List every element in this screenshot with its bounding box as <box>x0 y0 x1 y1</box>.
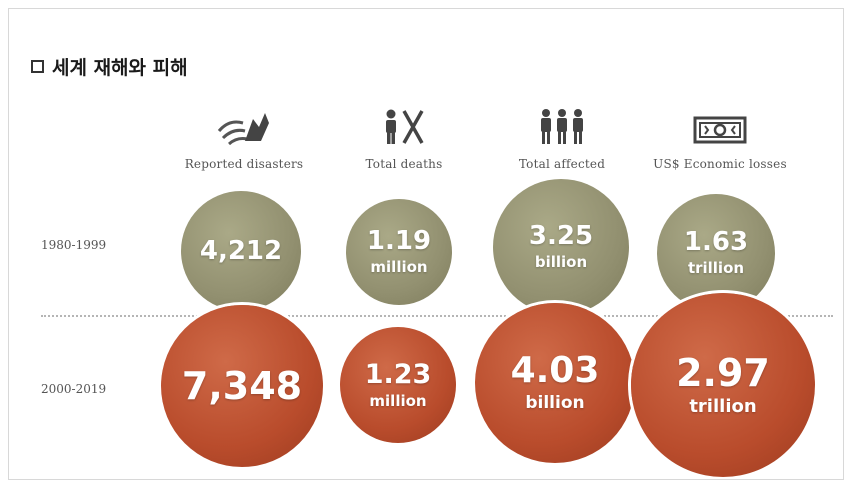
column-label: Total affected <box>518 157 606 171</box>
bubble-2000-2019-total-deaths: 1.23 million <box>340 327 456 443</box>
bubble-value: 1.63 <box>683 227 749 257</box>
column-header-total-deaths: Total deaths <box>329 105 479 171</box>
bubble-unit: trillion <box>689 395 757 417</box>
bubble-2000-2019-reported-disasters: 7,348 <box>161 305 323 467</box>
column-label: Reported disasters <box>184 157 304 171</box>
bubble-value: 1.23 <box>364 358 432 390</box>
bubble-2000-2019-economic-losses: 2.97 trillion <box>631 293 815 477</box>
row-label-1980-1999: 1980-1999 <box>41 238 107 252</box>
column-header-reported-disasters: Reported disasters <box>169 105 319 171</box>
bubble-unit: trillion <box>687 259 745 277</box>
bubble-value: 4.03 <box>510 350 600 391</box>
bubble-value: 2.97 <box>676 350 770 395</box>
banknote-icon <box>645 105 795 145</box>
people-group-icon <box>487 105 637 145</box>
wind-storm-icon <box>169 105 319 145</box>
column-header-economic-losses: US$ Economic losses <box>645 105 795 171</box>
person-cross-icon <box>329 105 479 145</box>
bubble-1980-1999-reported-disasters: 4,212 <box>181 191 301 311</box>
row-label-2000-2019: 2000-2019 <box>41 382 107 396</box>
infographic-title: 세계 재해와 피해 <box>31 53 188 80</box>
bubble-1980-1999-economic-losses: 1.63 trillion <box>657 194 775 312</box>
checkbox-square-icon <box>31 60 44 73</box>
infographic-frame: 세계 재해와 피해 Reported disasters Total de <box>8 8 844 480</box>
bubble-unit: million <box>370 258 428 276</box>
bubble-value: 7,348 <box>181 364 303 408</box>
bubble-2000-2019-total-affected: 4.03 billion <box>475 303 635 463</box>
bubble-value: 4,212 <box>199 236 283 266</box>
column-label: US$ Economic losses <box>653 157 787 171</box>
bubble-value: 1.19 <box>366 226 432 256</box>
bubble-unit: billion <box>525 393 585 413</box>
column-header-total-affected: Total affected <box>487 105 637 171</box>
column-label: Total deaths <box>365 157 443 171</box>
bubble-value: 3.25 <box>528 221 594 251</box>
bubble-unit: billion <box>534 253 588 271</box>
title-text: 세계 재해와 피해 <box>52 57 188 79</box>
bubble-1980-1999-total-deaths: 1.19 million <box>346 199 452 305</box>
bubble-unit: million <box>369 391 427 410</box>
row-divider <box>41 315 833 317</box>
bubble-1980-1999-total-affected: 3.25 billion <box>493 179 629 315</box>
